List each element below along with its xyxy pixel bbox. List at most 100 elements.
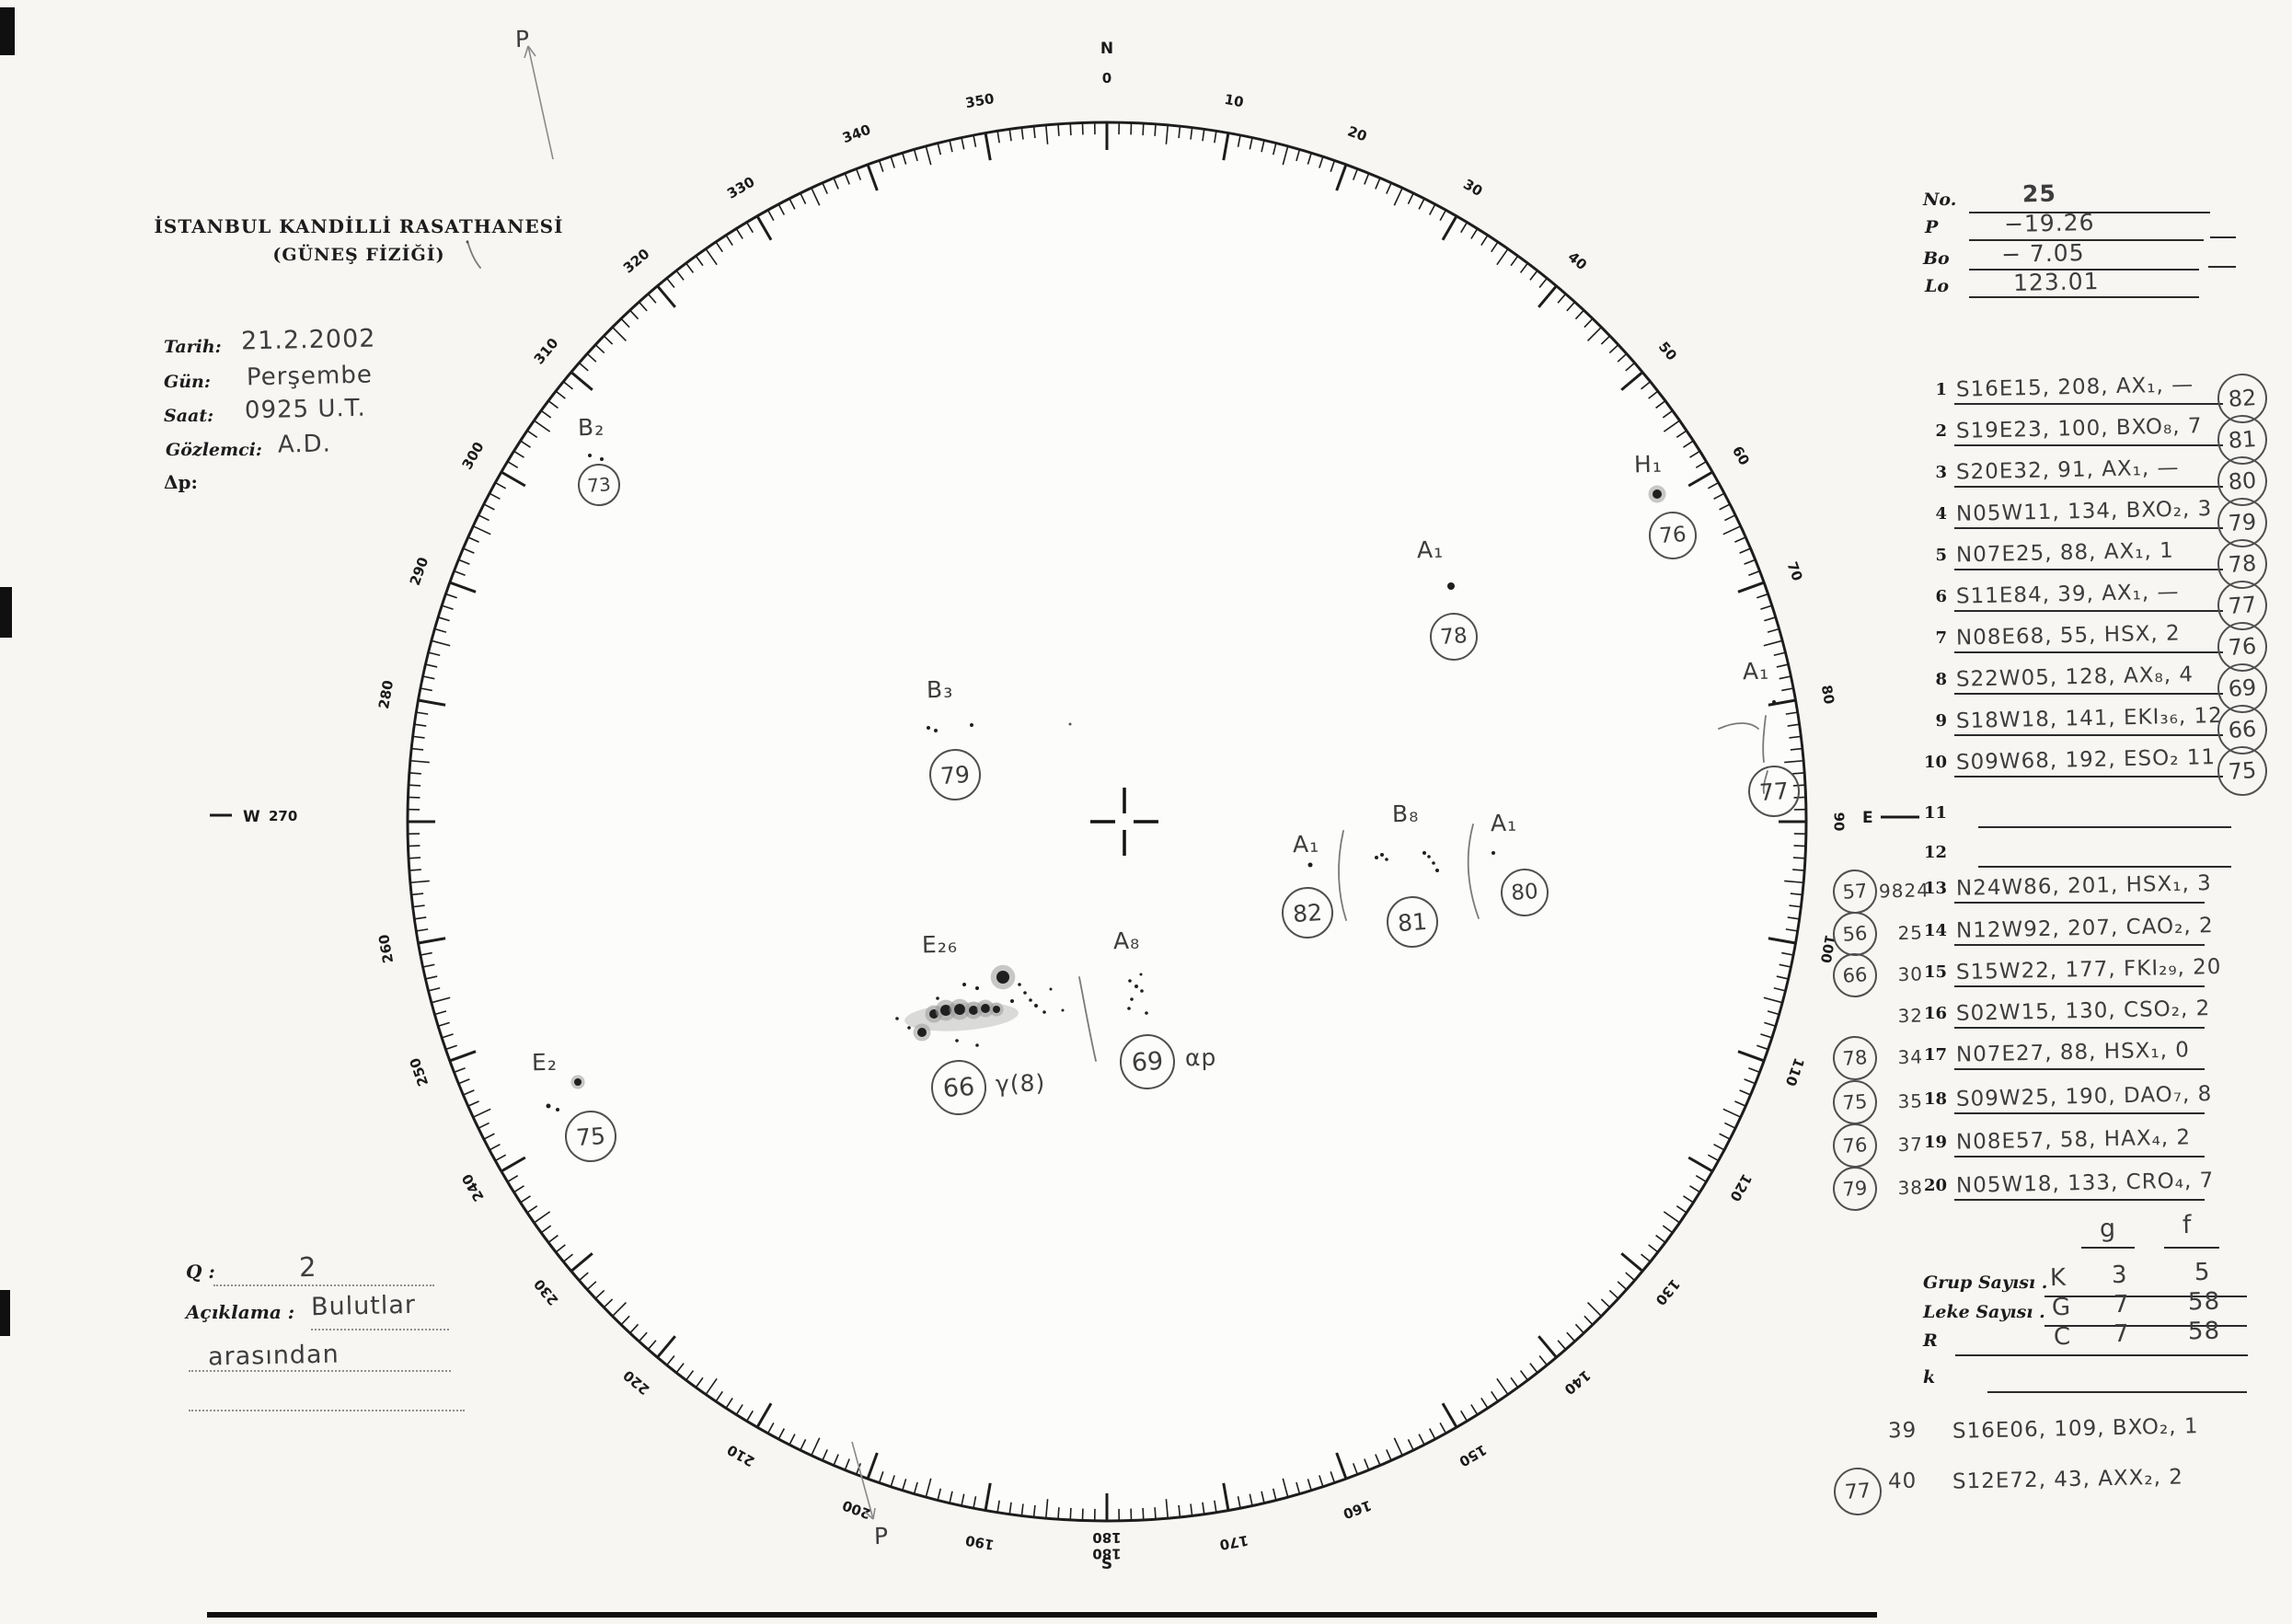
degree-tick [428,651,441,657]
degree-tick [1020,127,1024,140]
degree-tick [578,1272,589,1282]
degree-tick [472,1108,491,1118]
sunspot [1432,861,1435,865]
p-axis-arrowhead [872,1507,876,1520]
degree-tick [425,663,438,668]
degree-tick [513,450,524,458]
degree-label: 120 [1726,1171,1755,1204]
degree-tick [822,182,828,194]
group-73-label: B₂ [577,413,605,442]
degree-tick [1744,559,1756,565]
degree-tick [1689,450,1700,458]
degree-tick [1756,593,1768,599]
degree-tick [1557,293,1567,304]
degree-tick [1608,1289,1619,1299]
degree-tick [1695,1175,1707,1183]
degree-tick [454,1066,466,1074]
degree-tick [431,996,451,1004]
degree-tick [1687,470,1713,488]
degree-tick [1739,547,1751,554]
row-underline [1954,527,2223,529]
degree-tick [695,255,704,267]
degree-label: 150 [1457,1441,1490,1469]
r-label: R [1923,1330,1938,1351]
row-underline [1954,610,2223,612]
saat-label: Saat: [164,406,214,426]
group-82-label: A₁ [1292,830,1320,858]
degree-tick [1617,1281,1628,1291]
degree-tick [1779,963,1791,968]
degree-tick [1538,277,1548,288]
pencil-stroke [1762,715,1767,763]
degree-tick [520,1195,531,1204]
degree-tick [1724,1122,1736,1129]
degree-label: 220 [620,1366,653,1398]
degree-tick [418,937,446,945]
degree-tick [866,164,879,191]
sunspot [940,1005,951,1016]
sunspot [975,986,979,990]
row-number: 20 [1923,1176,1947,1195]
degree-tick [520,440,531,448]
footnote-region-number: 40 [1887,1469,1918,1494]
row-number: 1 [1935,380,1947,399]
row-number: 16 [1923,1004,1947,1023]
degree-tick [1662,1225,1674,1234]
sunspot [546,1103,551,1109]
degree-tick [1319,155,1324,168]
degree-tick [1261,140,1265,153]
row-underline [1954,776,2223,777]
degree-tick [1785,928,1798,932]
tarih-label: Tarih: [164,337,222,357]
sunspot [927,726,930,730]
row-number: 8 [1935,670,1947,689]
degree-tick [1748,570,1760,577]
degree-tick [463,1089,475,1096]
lo-value: 123.01 [2012,268,2100,296]
degree-tick [1737,581,1765,593]
degree-tick [1261,1491,1265,1503]
degree-tick [1724,514,1736,522]
degree-tick [1222,132,1230,161]
sunspot [1653,490,1662,499]
degree-tick [526,430,538,438]
degree-tick [973,1496,977,1509]
degree-tick [1364,173,1370,185]
sunspot [574,1078,582,1086]
row-number: 9 [1935,711,1947,731]
sunspot [1140,989,1144,993]
degree-label: 60 [1729,443,1753,468]
delta-p-label: Δp: [164,471,198,493]
degree-tick [1600,335,1611,345]
p-axis-arrowhead [527,45,536,57]
sunspot [1492,851,1495,855]
degree-tick [1307,152,1312,165]
degree-tick [1574,1323,1584,1334]
r-f: 58 [2187,1317,2221,1346]
group-77-label: A₁ [1742,657,1770,685]
row-underline [1954,486,2223,488]
row-number: 12 [1923,843,1947,862]
degree-label: 110 [1782,1055,1808,1088]
degree-tick [844,173,850,185]
degree-tick [777,203,786,215]
aciklama-dotline [311,1329,449,1330]
degree-tick [1663,1211,1681,1224]
degree-tick [586,352,597,363]
row-number: 3 [1935,463,1947,482]
scan-artifact [0,7,15,55]
g-header-underline [2081,1247,2135,1249]
degree-tick [533,420,551,432]
gun-label: Gün: [164,372,211,392]
degree-tick [715,241,723,253]
bo-dash [2208,266,2236,268]
degree-tick [555,390,566,399]
degree-tick [1787,723,1800,727]
degree-tick [1470,1404,1479,1415]
degree-tick [666,1355,675,1366]
degree-tick [1617,352,1628,363]
degree-tick [629,1323,639,1334]
degree-tick [1057,123,1060,136]
degree-label: 300 [458,439,487,472]
degree-tick [1781,951,1794,956]
